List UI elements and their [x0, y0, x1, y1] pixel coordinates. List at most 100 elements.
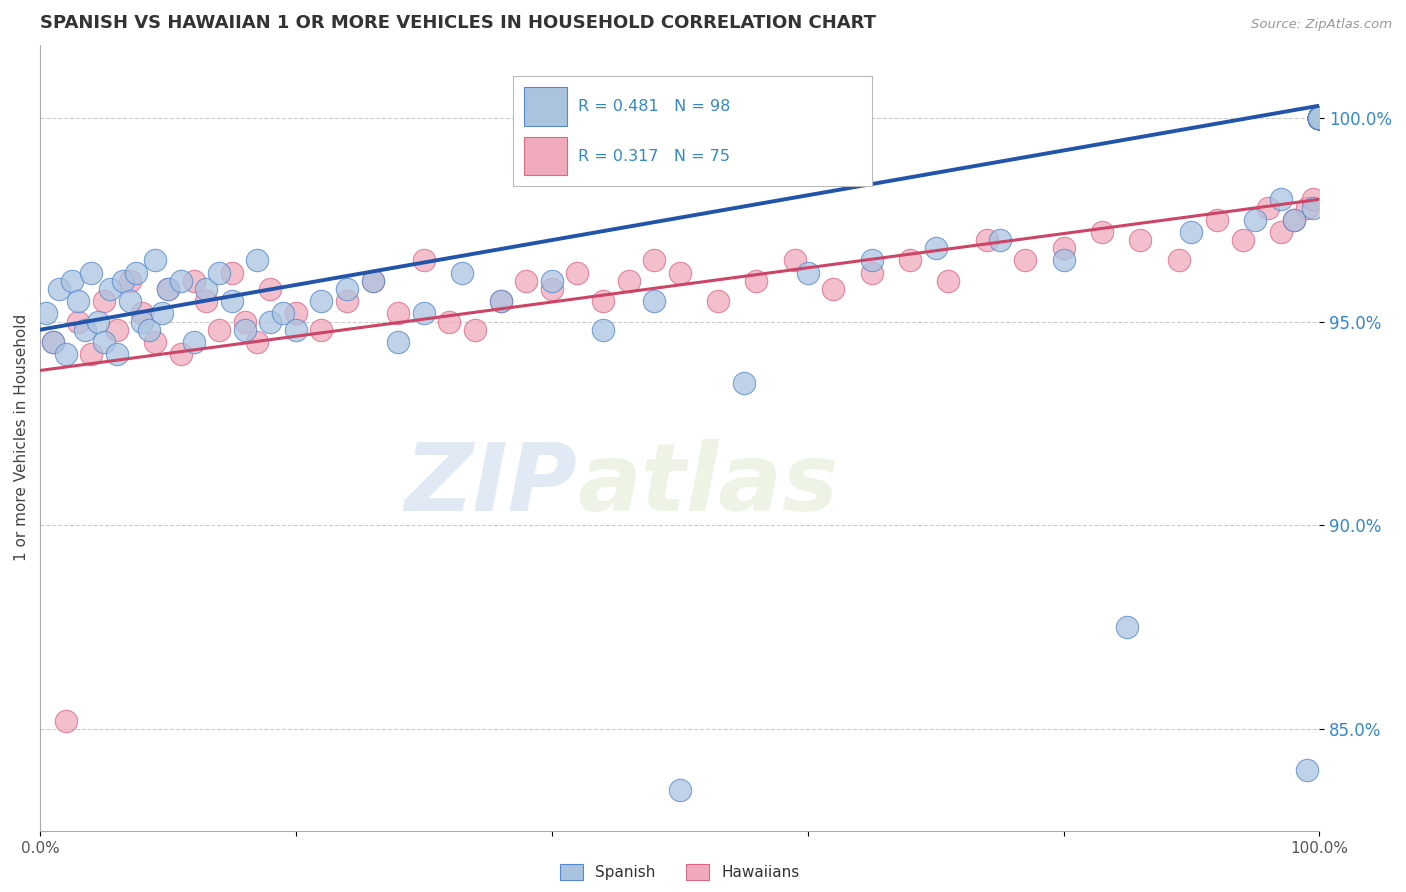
Y-axis label: 1 or more Vehicles in Household: 1 or more Vehicles in Household [14, 314, 30, 561]
Point [898, 253, 921, 268]
Point [412, 253, 434, 268]
Point [1308, 111, 1330, 125]
Point [259, 282, 281, 296]
Point [156, 282, 179, 296]
Point [195, 282, 218, 296]
Point [1308, 111, 1330, 125]
Point [246, 253, 269, 268]
Text: Source: ZipAtlas.com: Source: ZipAtlas.com [1251, 18, 1392, 31]
Point [1308, 111, 1330, 125]
Point [745, 274, 768, 288]
Point [138, 323, 160, 337]
Point [412, 306, 434, 320]
Point [823, 282, 845, 296]
Point [221, 294, 243, 309]
Point [125, 266, 148, 280]
Point [1308, 111, 1330, 125]
Point [131, 315, 153, 329]
Point [60, 274, 83, 288]
Point [592, 323, 614, 337]
Point [1302, 201, 1324, 215]
Point [1308, 111, 1330, 125]
Point [311, 323, 333, 337]
Point [1308, 111, 1330, 125]
Point [221, 266, 243, 280]
Point [86, 315, 108, 329]
Point [208, 323, 231, 337]
Point [1308, 111, 1330, 125]
Point [860, 253, 883, 268]
Point [195, 294, 218, 309]
Point [540, 282, 562, 296]
Point [233, 323, 256, 337]
Point [105, 347, 128, 361]
Point [1308, 111, 1330, 125]
Point [1308, 111, 1330, 125]
Point [67, 294, 90, 309]
Point [143, 334, 166, 349]
Point [42, 334, 65, 349]
Point [451, 266, 474, 280]
Point [1308, 111, 1330, 125]
Point [1308, 111, 1330, 125]
Point [1308, 111, 1330, 125]
Point [1244, 212, 1267, 227]
Point [1308, 111, 1330, 125]
Point [131, 306, 153, 320]
Point [1308, 111, 1330, 125]
Point [1308, 111, 1330, 125]
Point [643, 253, 665, 268]
Point [284, 306, 307, 320]
Point [73, 323, 96, 337]
Point [1308, 111, 1330, 125]
Point [1308, 111, 1330, 125]
Point [988, 233, 1011, 247]
Point [93, 334, 115, 349]
Point [1308, 111, 1330, 125]
Point [1308, 111, 1330, 125]
Point [1308, 111, 1330, 125]
Point [439, 315, 461, 329]
Point [1167, 253, 1189, 268]
Point [284, 323, 307, 337]
Point [150, 306, 173, 320]
Point [67, 315, 90, 329]
Point [924, 241, 946, 255]
Point [105, 323, 128, 337]
Point [1295, 763, 1317, 777]
Point [617, 274, 640, 288]
Point [1308, 111, 1330, 125]
Point [1308, 111, 1330, 125]
Point [1308, 111, 1330, 125]
Point [48, 282, 70, 296]
Point [1308, 111, 1330, 125]
Point [55, 714, 77, 728]
Point [271, 306, 294, 320]
Point [643, 294, 665, 309]
Point [233, 315, 256, 329]
Point [98, 282, 121, 296]
Point [1308, 111, 1330, 125]
Point [860, 266, 883, 280]
Point [976, 233, 998, 247]
Point [592, 294, 614, 309]
Point [1282, 212, 1305, 227]
Point [1270, 192, 1292, 206]
Point [55, 347, 77, 361]
Point [1308, 111, 1330, 125]
Point [118, 294, 141, 309]
Point [1308, 111, 1330, 125]
Point [1308, 111, 1330, 125]
Point [42, 334, 65, 349]
Point [336, 282, 359, 296]
Point [1308, 111, 1330, 125]
Point [311, 294, 333, 309]
Point [1232, 233, 1254, 247]
Point [35, 306, 58, 320]
Point [208, 266, 231, 280]
Legend: Spanish, Hawaiians: Spanish, Hawaiians [554, 858, 806, 886]
Point [1308, 111, 1330, 125]
Point [1308, 111, 1330, 125]
Point [1308, 111, 1330, 125]
Point [1308, 111, 1330, 125]
